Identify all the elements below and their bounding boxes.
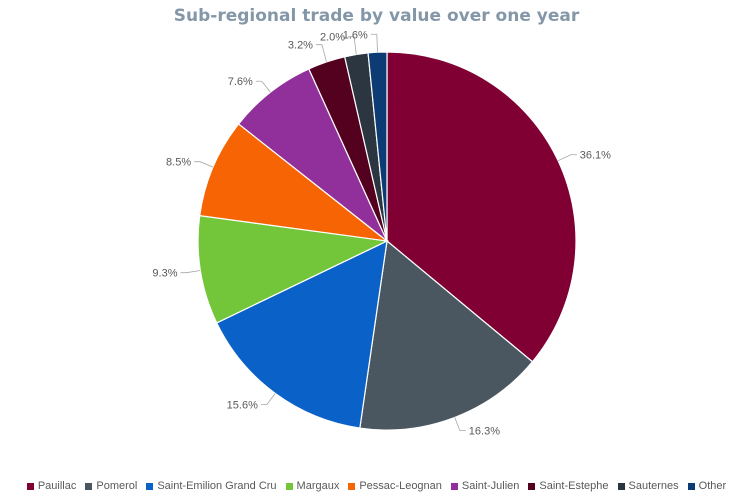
legend-swatch <box>450 482 458 490</box>
data-label-pauillac: 36.1% <box>580 150 611 162</box>
legend-label: Pomerol <box>96 480 138 492</box>
legend-item-sauternes: Sauternes <box>617 480 679 492</box>
legend-swatch <box>26 482 34 490</box>
legend-label: Pauillac <box>37 480 77 492</box>
leader-line-saint-estephe <box>315 44 327 63</box>
data-label-saint-julien: 7.6% <box>228 76 253 88</box>
leader-lines <box>180 33 577 431</box>
legend-item-saint-julien: Saint-Julien <box>450 480 520 492</box>
legend-label: Other <box>698 480 727 492</box>
legend-label: Saint-Julien <box>461 480 520 492</box>
legend-swatch <box>528 482 536 490</box>
legend-item-other: Other <box>687 480 727 492</box>
legend-swatch <box>85 482 93 490</box>
data-label-pomerol: 16.3% <box>469 425 500 437</box>
legend-swatch <box>146 482 154 490</box>
leader-line-other <box>370 33 378 53</box>
legend-item-saint-emilion-grand-cru: Saint-Emilion Grand Cru <box>146 480 277 492</box>
legend-label: Sauternes <box>628 480 679 492</box>
legend-swatch <box>687 482 695 490</box>
legend-label: Saint-Estephe <box>539 480 609 492</box>
leader-line-pomerol <box>454 417 466 431</box>
leader-line-pessac-leognan <box>194 161 214 168</box>
leader-line-sauternes <box>348 36 357 55</box>
legend-item-saint-estephe: Saint-Estephe <box>528 480 609 492</box>
pie-slice-pomerol <box>359 239 534 431</box>
pie-slices <box>197 51 577 431</box>
data-label-saint-estephe: 3.2% <box>288 40 313 52</box>
legend-item-pomerol: Pomerol <box>85 480 137 492</box>
data-label-pessac-leognan: 8.5% <box>166 157 191 169</box>
leader-line-margaux <box>180 270 201 274</box>
data-label-sauternes: 2.0% <box>320 32 345 44</box>
legend-label: Margaux <box>296 480 340 492</box>
pie-slice-margaux <box>197 214 390 324</box>
leader-line-saint-emilion-grand-cru <box>260 393 276 406</box>
legend-swatch <box>285 482 293 490</box>
legend-item-pauillac: Pauillac <box>26 480 77 492</box>
pie-slice-saint-emilion-grand-cru <box>215 239 388 429</box>
legend-swatch <box>617 482 625 490</box>
legend: Pauillac Pomerol Saint-Emilion Grand Cru Ma… <box>0 480 753 492</box>
legend-swatch <box>348 482 356 490</box>
data-label-saint-emilion-grand-cru: 15.6% <box>227 400 258 412</box>
legend-item-margaux: Margaux <box>285 480 340 492</box>
legend-item-pessac-leognan: Pessac-Leognan <box>348 480 442 492</box>
pie-slice-pessac-leognan <box>199 123 390 242</box>
legend-label: Pessac-Leognan <box>359 480 442 492</box>
data-label-margaux: 9.3% <box>152 268 177 280</box>
leader-line-saint-julien <box>255 80 271 93</box>
chart-title: Sub-regional trade by value over one yea… <box>173 6 580 26</box>
data-labels: 36.1% 16.3% 15.6% 9.3% 8.5% 7.6% 3.2% 2.0%1.6% <box>152 29 611 437</box>
legend-label: Saint-Emilion Grand Cru <box>157 480 277 492</box>
leader-line-pauillac <box>557 154 577 162</box>
data-label-other: 1.6% <box>343 29 368 41</box>
